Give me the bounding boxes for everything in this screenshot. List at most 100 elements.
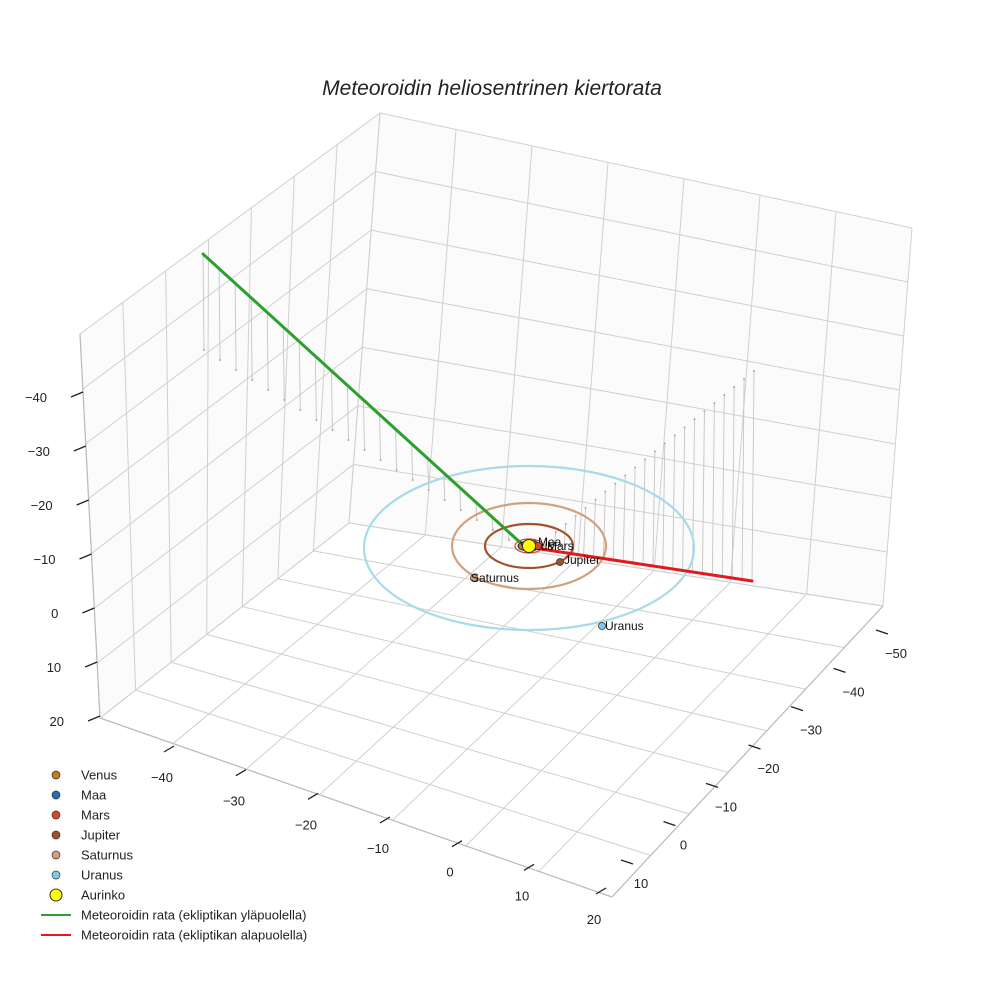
drop-point — [475, 519, 478, 521]
legend-label: Meteoroidin rata (ekliptikan alapuolella… — [81, 928, 307, 943]
legend-marker — [51, 770, 61, 780]
drop-point — [491, 529, 494, 531]
drop-line — [298, 341, 301, 411]
grid-line — [206, 239, 210, 635]
grid-line — [172, 534, 426, 744]
grid-line — [392, 570, 655, 821]
drop-line — [250, 297, 253, 381]
tick-label: 0 — [446, 865, 453, 880]
drop-point — [663, 442, 666, 445]
legend-marker — [51, 790, 61, 800]
legend-label: Jupiter — [81, 828, 121, 843]
tick-label: 0 — [51, 606, 58, 621]
drop-point — [203, 349, 205, 351]
tick-mark — [451, 840, 463, 848]
grid-line — [277, 578, 806, 690]
grid-line — [171, 661, 690, 815]
drop-point — [251, 379, 254, 381]
drop-point — [267, 389, 270, 391]
grid-line — [806, 211, 837, 595]
grid-line — [122, 302, 137, 691]
drop-line — [593, 499, 596, 558]
drop-point — [693, 418, 696, 421]
tick-label: −30 — [800, 723, 822, 738]
drop-line — [741, 379, 745, 580]
drop-point — [713, 402, 716, 405]
drop-line — [751, 370, 755, 582]
grid-line — [206, 633, 729, 773]
tick-label: −20 — [295, 817, 317, 832]
drop-point — [723, 394, 726, 397]
grid-line — [91, 346, 363, 554]
grid-line — [366, 288, 900, 391]
y-axis-line — [611, 605, 884, 898]
tick-label: −20 — [31, 498, 53, 513]
z-axis-ticks: 20 10 0 −10 −20 −30 −40 — [25, 390, 101, 729]
trajectory-above — [201, 252, 526, 548]
drop-point — [743, 378, 746, 381]
planet-label: Jupiter — [564, 553, 600, 567]
planet-label: Mars — [547, 539, 574, 553]
grid-line — [357, 405, 892, 499]
tick-label: 20 — [50, 714, 64, 729]
grid-line — [319, 558, 579, 796]
tick-mark — [82, 607, 95, 614]
drop-line — [202, 253, 205, 351]
legend-label: Meteoroidin rata (ekliptikan yläpuolella… — [81, 908, 306, 923]
tick-label: 10 — [515, 888, 529, 903]
orbit-ring — [362, 464, 696, 632]
drop-point — [299, 409, 302, 411]
drop-line — [553, 531, 557, 552]
drop-line — [218, 268, 221, 361]
tick-mark — [833, 667, 846, 673]
legend-marker — [51, 810, 61, 820]
tick-mark — [163, 745, 175, 753]
drop-line — [234, 283, 237, 371]
drop-line — [711, 403, 715, 576]
grid-line — [165, 270, 172, 663]
drop-point — [604, 490, 607, 493]
drop-line — [652, 451, 656, 567]
tick-mark — [84, 661, 98, 668]
tick-mark — [748, 744, 761, 750]
grid-line — [82, 171, 376, 390]
tick-mark — [235, 769, 247, 777]
drop-point — [443, 499, 446, 501]
drop-line — [427, 458, 430, 491]
grid-line — [729, 195, 761, 583]
grid-line — [362, 346, 896, 445]
legend-marker — [49, 888, 63, 902]
tick-mark — [307, 792, 319, 800]
drop-point — [594, 498, 597, 501]
drop-point — [584, 506, 587, 509]
drop-point — [673, 434, 676, 437]
drop-point — [733, 386, 736, 389]
tick-mark — [73, 445, 87, 452]
drop-point — [653, 450, 656, 453]
tick-mark — [76, 499, 89, 506]
grid-line — [242, 606, 767, 732]
grid-line — [348, 112, 381, 524]
drop-lines — [202, 253, 755, 582]
drop-point — [347, 439, 350, 441]
drop-line — [314, 356, 317, 421]
grid-line — [538, 593, 808, 872]
drop-line — [602, 491, 606, 559]
drop-point — [544, 538, 547, 541]
tick-mark — [87, 715, 101, 722]
grid-line — [241, 207, 252, 607]
drop-line — [642, 459, 646, 565]
grid-line — [135, 689, 651, 856]
tick-label: −40 — [842, 684, 864, 699]
drop-point — [459, 509, 462, 511]
grid-line — [277, 176, 295, 579]
grid-line — [313, 550, 845, 649]
y-axis-ticks: −50 −40 −30 −20 −10 0 10 — [620, 629, 907, 891]
drop-line — [266, 312, 269, 391]
drop-line — [330, 370, 333, 431]
grid-line — [99, 522, 350, 719]
chart-title: Meteoroidin heliosentrinen kiertorata — [322, 77, 662, 100]
drop-point — [427, 489, 430, 491]
tick-label: −30 — [28, 444, 50, 459]
